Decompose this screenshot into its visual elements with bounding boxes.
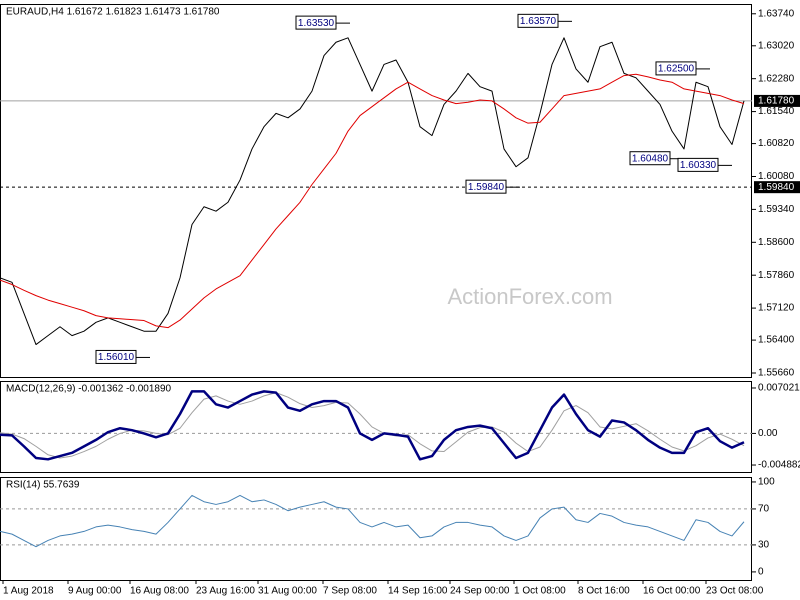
series-line — [0, 392, 745, 459]
annotation-box — [295, 15, 337, 30]
panel-frame — [0, 477, 752, 581]
y-tick-label: 1.60080 — [758, 171, 795, 182]
level-label-box — [754, 181, 800, 194]
y-tick-label: 100 — [758, 477, 775, 488]
level-label: 1.61780 — [758, 96, 795, 107]
x-tick-label: 31 Aug 00:00 — [258, 586, 317, 597]
annotation-box — [655, 61, 697, 76]
x-tick-label: 8 Oct 16:00 — [578, 586, 630, 597]
x-tick-label: 23 Oct 08:00 — [706, 586, 764, 597]
annotation-label: 1.59840 — [468, 182, 505, 193]
x-tick-label: 14 Sep 16:00 — [388, 586, 448, 597]
x-tick-label: 23 Aug 16:00 — [196, 586, 255, 597]
annotation-label: 1.63570 — [520, 16, 557, 27]
annotation-label: 1.63530 — [298, 18, 335, 29]
x-tick-label: 9 Aug 00:00 — [68, 586, 122, 597]
level-label-box — [754, 94, 800, 107]
y-tick-label: 1.57860 — [758, 270, 795, 281]
y-tick-label: 1.62280 — [758, 73, 795, 84]
annotation-label: 1.56010 — [98, 352, 135, 363]
annotation-box — [95, 349, 137, 364]
panel-title: EURAUD,H4 1.61672 1.61823 1.61473 1.6178… — [6, 7, 220, 18]
y-tick-label: 0 — [758, 567, 764, 578]
annotation-box — [629, 151, 671, 166]
panel-title: MACD(12,26,9) -0.001362 -0.001890 — [6, 384, 172, 395]
y-tick-label: 1.55660 — [758, 368, 795, 379]
x-tick-label: 16 Oct 00:00 — [643, 586, 701, 597]
y-tick-label: 1.60820 — [758, 138, 795, 149]
watermark: ActionForex.com — [447, 284, 612, 309]
annotation-box — [465, 179, 507, 194]
series-line — [0, 37, 745, 346]
x-tick-label: 16 Aug 08:00 — [130, 586, 189, 597]
y-tick-label: 70 — [758, 504, 770, 515]
annotation-label: 1.62500 — [658, 64, 695, 75]
y-tick-label: 1.63740 — [758, 8, 795, 19]
x-tick-label: 7 Sep 08:00 — [323, 586, 377, 597]
series-line — [0, 390, 745, 461]
series-line — [0, 494, 745, 548]
y-tick-label: 30 — [758, 540, 770, 551]
y-tick-label: 1.57120 — [758, 303, 795, 314]
y-tick-label: 1.61540 — [758, 106, 795, 117]
annotation-box — [517, 13, 559, 28]
y-tick-label: 1.63020 — [758, 40, 795, 51]
annotation-label: 1.60330 — [680, 160, 717, 171]
series-line — [0, 73, 745, 329]
x-tick-label: 1 Oct 08:00 — [514, 586, 566, 597]
annotation-label: 1.60480 — [632, 153, 669, 164]
level-label: 1.59840 — [758, 182, 795, 193]
y-tick-label: 1.58600 — [758, 237, 795, 248]
y-tick-label: 0.007021 — [758, 383, 800, 394]
y-tick-label: 0.00 — [758, 428, 778, 439]
panel-frame — [0, 4, 752, 378]
x-tick-label: 1 Aug 2018 — [3, 586, 54, 597]
panel-frame — [0, 381, 752, 473]
y-tick-label: 1.59340 — [758, 204, 795, 215]
x-tick-label: 24 Sep 00:00 — [450, 586, 510, 597]
y-tick-label: -0.004882 — [758, 460, 800, 471]
y-tick-label: 1.56400 — [758, 335, 795, 346]
panel-title: RSI(14) 55.7639 — [6, 480, 80, 491]
annotation-box — [677, 157, 719, 172]
